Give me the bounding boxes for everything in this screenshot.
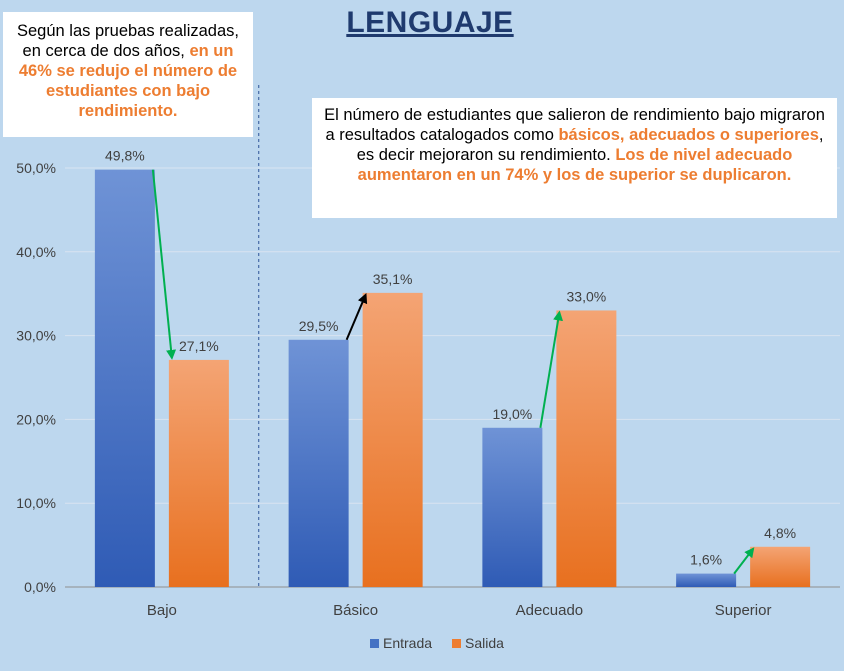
- note-right-segment: , es decir mejoraron su rendimiento.: [356, 126, 824, 164]
- note-right-segment: básicos, adecuados o superiores: [558, 126, 819, 144]
- bar-entrada: [482, 427, 543, 587]
- legend-swatch-salida: [452, 639, 461, 648]
- data-label: 1,6%: [690, 552, 722, 568]
- note-left-segment: en un 46% se redujo el número de estudia…: [18, 42, 238, 120]
- x-tick-label: Básico: [333, 602, 378, 619]
- data-label: 19,0%: [493, 406, 533, 422]
- data-label: 33,0%: [567, 288, 607, 304]
- data-label: 4,8%: [764, 525, 796, 541]
- change-arrow: [539, 310, 564, 428]
- data-label: 27,1%: [179, 338, 219, 354]
- bar-entrada: [288, 339, 349, 587]
- change-arrow: [733, 547, 755, 575]
- bar-salida: [750, 546, 811, 587]
- y-tick-label: 0,0%: [24, 579, 56, 595]
- change-arrow: [151, 169, 177, 360]
- x-tick-label: Superior: [715, 602, 772, 619]
- change-arrow: [345, 293, 368, 341]
- data-label: 35,1%: [373, 271, 413, 287]
- legend-label: Salida: [465, 635, 504, 651]
- y-tick-label: 50,0%: [16, 160, 56, 176]
- x-tick-label: Bajo: [147, 602, 177, 619]
- bar-salida: [556, 310, 617, 587]
- bar-entrada: [676, 573, 737, 587]
- note-right-segment: Los de nivel adecuado aumentaron en un 7…: [357, 146, 793, 184]
- note-right-segment: El número de estudiantes que salieron de…: [324, 106, 825, 144]
- y-tick-label: 30,0%: [16, 328, 56, 344]
- legend-label: Entrada: [383, 635, 432, 651]
- bar-salida: [168, 359, 229, 587]
- note-left-segment: Según las pruebas realizadas, en cerca d…: [17, 22, 239, 60]
- y-tick-label: 20,0%: [16, 411, 56, 427]
- bar-salida: [362, 292, 423, 587]
- x-tick-label: Adecuado: [516, 602, 584, 619]
- bar-entrada: [94, 169, 155, 587]
- y-tick-label: 40,0%: [16, 244, 56, 260]
- data-label: 29,5%: [299, 318, 339, 334]
- chart-title: LENGUAJE: [346, 6, 514, 39]
- note-right: El número de estudiantes que salieron de…: [312, 98, 837, 218]
- legend-swatch-entrada: [370, 639, 379, 648]
- note-left: Según las pruebas realizadas, en cerca d…: [3, 12, 253, 137]
- data-label: 49,8%: [105, 148, 145, 164]
- y-tick-label: 10,0%: [16, 495, 56, 511]
